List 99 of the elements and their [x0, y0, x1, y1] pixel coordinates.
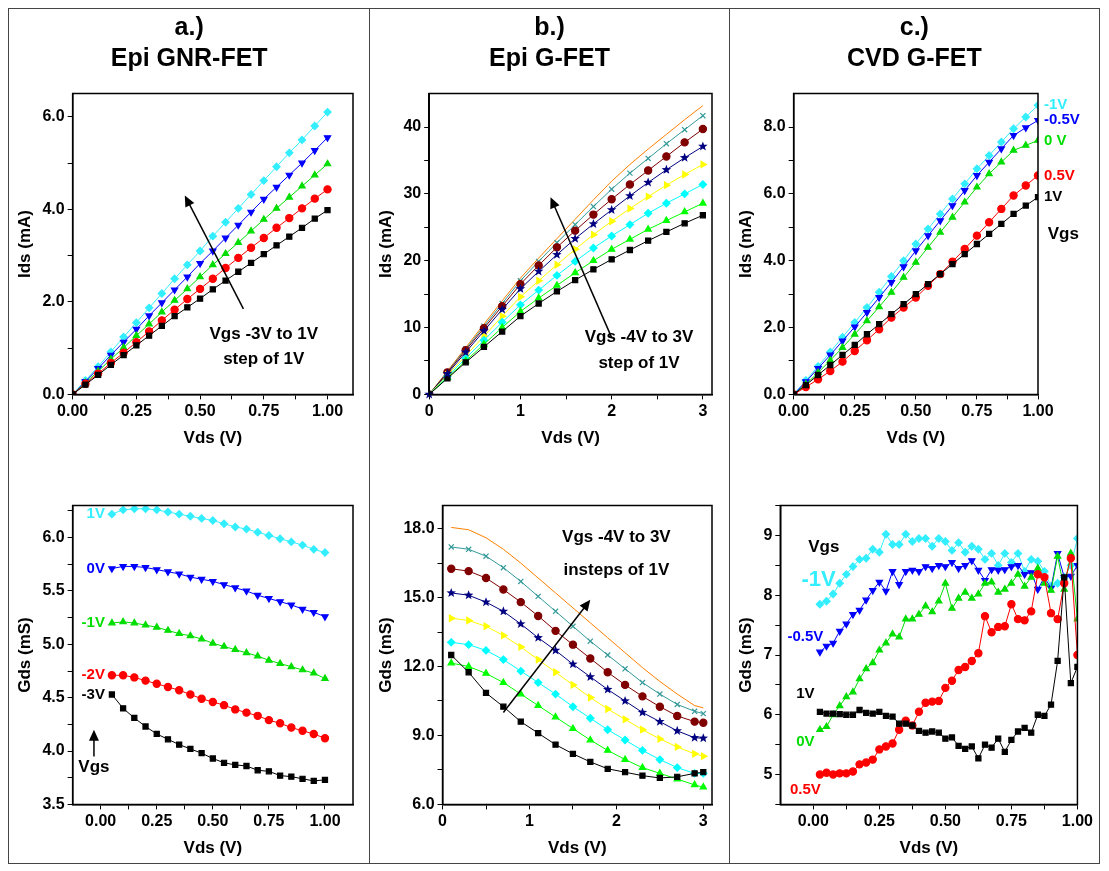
y-tick-label: 6.0	[42, 528, 65, 546]
x-tick-label: 1	[525, 812, 535, 830]
y-tick-label: 6	[763, 705, 773, 723]
x-tick-label: 1.00	[1022, 402, 1054, 420]
x-tick-label: 0.00	[797, 812, 829, 830]
x-tick-label: 0.50	[929, 812, 961, 830]
chart-title: c.)	[898, 11, 930, 42]
series-label: 0.5V	[789, 779, 821, 797]
x-tick-label: 2	[612, 812, 622, 830]
x-tick-label: 0.75	[248, 402, 280, 420]
x-tick-label: 0.75	[253, 812, 285, 830]
x-axis-title: Vds (V)	[899, 838, 958, 858]
y-tick-label: 4.0	[42, 741, 65, 759]
series-label: -1V	[801, 566, 836, 592]
series-label: 0.5V	[1043, 165, 1075, 183]
y-tick-label: 3.5	[42, 794, 65, 812]
x-tick-label: 3	[698, 402, 708, 420]
x-tick-label: 1.00	[309, 812, 341, 830]
series-label: 1V	[1043, 187, 1063, 205]
y-tick-label: 2.0	[42, 292, 65, 310]
series-label: -1V	[1043, 95, 1068, 113]
annotation: Vgs -3V to 1V	[209, 323, 319, 343]
series-label: -2V	[81, 665, 105, 683]
y-tick-label: 0	[412, 384, 422, 402]
y-tick-label: 5.0	[42, 634, 65, 652]
series-label: 0 V	[1043, 130, 1067, 148]
y-tick-label: 4.0	[763, 251, 786, 269]
y-tick-label: 30	[403, 184, 422, 202]
series-label: 1V	[795, 683, 815, 701]
annotation: step of 1V	[223, 349, 306, 369]
series-label: 1V	[86, 504, 105, 522]
chart-title: a.)	[173, 11, 205, 42]
x-tick-label: 0.25	[120, 402, 153, 420]
y-axis-title: Ids (mA)	[14, 210, 34, 278]
chart-title: b.)	[533, 11, 566, 42]
y-axis-title: Ids (mA)	[376, 210, 396, 278]
x-tick-label: 0.50	[197, 812, 229, 830]
x-tick-label: 2	[607, 402, 617, 420]
y-tick-label: 8.0	[763, 117, 786, 135]
x-axis-title: Vds (V)	[541, 428, 601, 448]
y-tick-label: 40	[403, 117, 422, 135]
y-tick-label: 6.0	[412, 794, 435, 812]
y-axis-title: Gds (mS)	[735, 617, 755, 693]
chart-subtitle: Epi G-FET	[488, 42, 611, 73]
x-tick-label: 0.25	[141, 812, 173, 830]
x-tick-label: 1.00	[311, 402, 344, 420]
y-tick-label: 9	[763, 525, 773, 543]
y-tick-label: 0.0	[763, 384, 786, 402]
annotation: insteps of 1V	[563, 559, 671, 579]
y-tick-label: 10	[403, 317, 422, 335]
annotation: Vgs -4V to 3V	[562, 527, 672, 547]
annotation: step of 1V	[598, 353, 681, 373]
x-tick-label: 0.25	[838, 402, 871, 420]
y-tick-label: 6.0	[763, 184, 786, 202]
y-tick-label: 4.5	[42, 688, 65, 706]
y-tick-label: 5	[763, 764, 773, 782]
text: Vgs	[1047, 223, 1079, 243]
series-label: -3V	[81, 684, 105, 702]
y-tick-label: 2.0	[763, 317, 786, 335]
x-tick-label: 0.00	[777, 402, 809, 420]
x-axis-title: Vds (V)	[886, 428, 945, 448]
y-tick-label: 6.0	[42, 107, 65, 125]
x-tick-label: 0.00	[57, 402, 89, 420]
chart-subtitle: Epi GNR-FET	[109, 42, 269, 73]
y-tick-label: 0.0	[42, 384, 65, 402]
y-tick-label: 9.0	[412, 725, 435, 743]
y-axis-title: Gds (mS)	[376, 617, 396, 693]
y-tick-label: 18.0	[403, 518, 435, 536]
x-tick-label: 1	[516, 402, 526, 420]
series-label: -1V	[81, 613, 105, 631]
x-axis-title: Vds (V)	[183, 838, 243, 858]
annotation: Vgs	[78, 756, 110, 776]
y-axis-title: Gds (mS)	[14, 617, 34, 693]
x-axis-title: Vds (V)	[183, 428, 243, 448]
annotation: Vgs	[807, 537, 840, 557]
series-label: -0.5V	[787, 627, 824, 645]
y-tick-label: 7	[763, 645, 773, 663]
x-tick-label: 1.00	[1061, 812, 1093, 830]
series-label: -0.5V	[1043, 110, 1080, 128]
y-tick-label: 5.5	[42, 581, 65, 599]
x-axis-title: Vds (V)	[548, 838, 607, 858]
x-tick-label: 0.50	[899, 402, 932, 420]
x-tick-label: 0.75	[995, 812, 1027, 830]
series-label: 0V	[795, 731, 815, 749]
y-tick-label: 20	[403, 251, 422, 269]
y-axis-title: Ids (mA)	[735, 210, 755, 278]
y-tick-label: 4.0	[42, 199, 65, 217]
x-tick-label: 0.00	[85, 812, 117, 830]
y-tick-label: 12.0	[403, 656, 435, 674]
x-tick-label: 3	[699, 812, 709, 830]
y-tick-label: 8	[763, 585, 773, 603]
x-tick-label: 0	[438, 812, 448, 830]
x-tick-label: 0.25	[863, 812, 895, 830]
series-label: 0V	[86, 558, 105, 576]
chart-subtitle: CVD G-FET	[846, 42, 983, 73]
x-tick-label: 0.75	[961, 402, 993, 420]
annotation: Vgs -4V to 3V	[585, 326, 695, 346]
x-tick-label: 0.50	[184, 402, 216, 420]
y-tick-label: 15.0	[403, 587, 435, 605]
